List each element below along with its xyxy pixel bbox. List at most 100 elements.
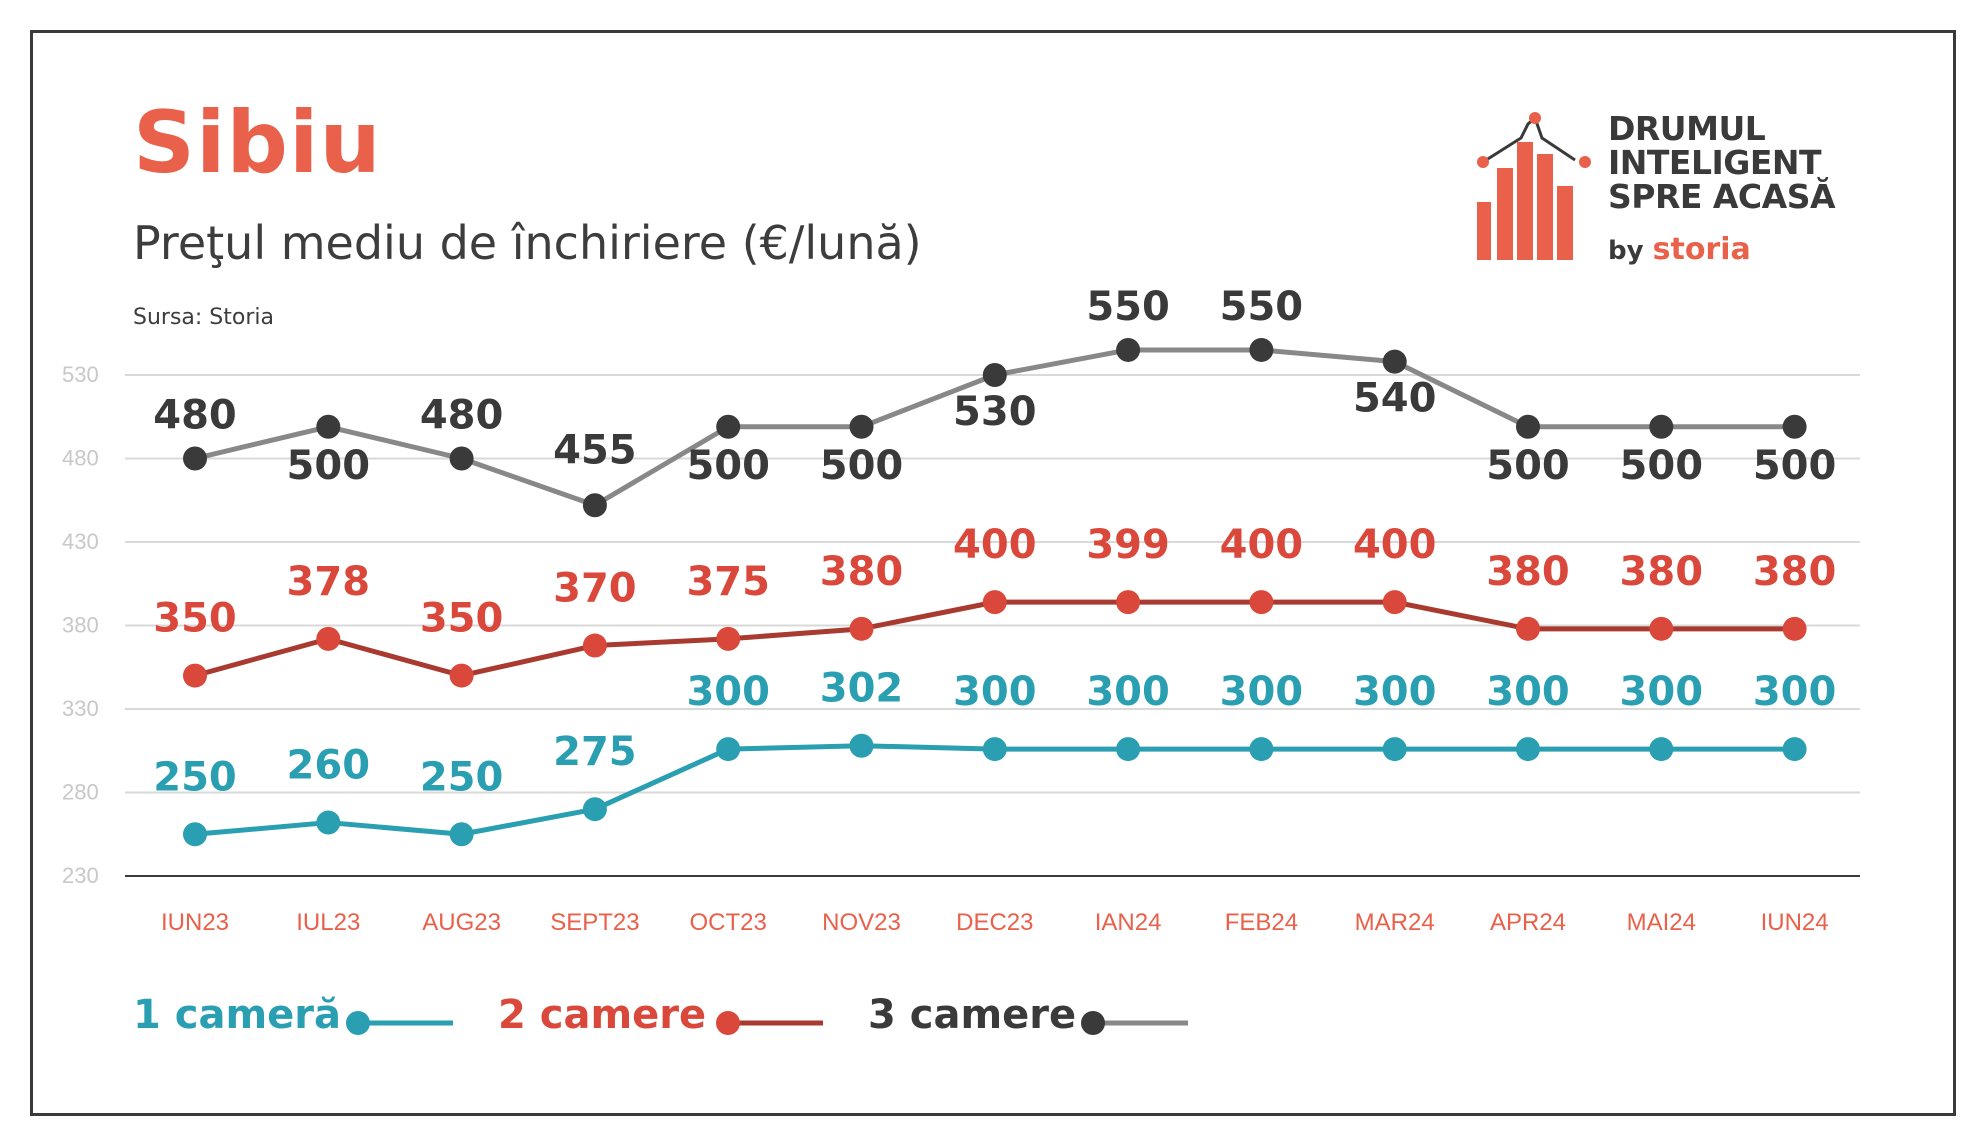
data-point xyxy=(1382,349,1407,374)
data-point xyxy=(582,797,607,822)
data-point xyxy=(449,822,474,847)
logo-line-3: SPRE ACASĂ xyxy=(1608,177,1836,216)
data-label: 300 xyxy=(1353,669,1437,715)
data-point xyxy=(1516,616,1540,641)
data-label: 370 xyxy=(553,566,637,612)
data-point xyxy=(183,446,207,471)
data-point xyxy=(1649,616,1674,641)
data-point xyxy=(1782,737,1807,762)
logo-wordmark: DRUMUL INTELIGENT SPRE ACASĂ xyxy=(1608,109,1836,216)
logo-line-1: DRUMUL xyxy=(1608,109,1766,148)
data-label: 480 xyxy=(420,393,504,439)
logo-by: by xyxy=(1608,236,1644,266)
data-label: 260 xyxy=(287,743,371,789)
data-label: 500 xyxy=(686,443,770,489)
x-tick-label: IUN23 xyxy=(161,909,229,936)
data-point xyxy=(1516,737,1540,762)
data-label: 550 xyxy=(1220,284,1304,330)
data-label: 275 xyxy=(553,729,637,775)
data-label: 300 xyxy=(1220,669,1304,715)
data-label: 530 xyxy=(953,389,1037,435)
legend-marker xyxy=(716,1011,740,1035)
data-label: 378 xyxy=(287,559,371,605)
data-point xyxy=(982,363,1007,387)
data-label: 300 xyxy=(1753,669,1837,715)
data-point xyxy=(1649,737,1674,762)
data-label: 400 xyxy=(1353,522,1437,568)
data-point xyxy=(1649,414,1674,439)
logo-line-2: INTELIGENT xyxy=(1608,143,1822,182)
y-tick-label: 230 xyxy=(62,863,99,888)
legend-1-camera: 1 cameră xyxy=(133,995,341,1035)
house-chart-logo-icon xyxy=(1477,112,1591,260)
chart-frame xyxy=(30,30,1956,1116)
data-label: 300 xyxy=(686,669,770,715)
data-label: 380 xyxy=(1753,549,1837,595)
data-point xyxy=(183,822,207,847)
legend-3-camere: 3 camere xyxy=(868,995,1076,1035)
x-tick-label: IUL23 xyxy=(296,909,360,936)
data-point xyxy=(183,663,207,688)
page-title: Sibiu xyxy=(133,93,382,193)
x-tick-label: MAR24 xyxy=(1355,909,1435,936)
data-label: 350 xyxy=(420,596,504,642)
data-label: 400 xyxy=(953,522,1037,568)
data-label: 500 xyxy=(820,443,904,489)
data-label: 500 xyxy=(1620,443,1704,489)
data-label: 380 xyxy=(1486,549,1570,595)
x-tick-label: OCT23 xyxy=(690,909,767,936)
data-point xyxy=(449,663,474,688)
data-point xyxy=(1382,590,1407,615)
data-label: 399 xyxy=(1086,522,1170,568)
data-point xyxy=(849,616,874,641)
data-point xyxy=(982,737,1007,762)
data-point xyxy=(1782,414,1807,439)
data-point xyxy=(1116,337,1141,362)
data-label: 250 xyxy=(153,754,237,800)
x-tick-label: APR24 xyxy=(1490,909,1566,936)
x-tick-label: NOV23 xyxy=(822,909,901,936)
data-label: 550 xyxy=(1086,284,1170,330)
logo-brand: storia xyxy=(1652,232,1751,267)
data-label: 480 xyxy=(153,393,237,439)
x-tick-label: AUG23 xyxy=(422,909,501,936)
logo-byline: by storia xyxy=(1608,232,1751,267)
data-point xyxy=(449,446,474,471)
y-tick-label: 330 xyxy=(62,696,99,721)
data-label: 400 xyxy=(1220,522,1304,568)
data-point xyxy=(716,626,741,651)
data-label: 300 xyxy=(953,669,1037,715)
data-point xyxy=(1516,414,1540,439)
data-point xyxy=(316,810,341,835)
x-tick-label: SEPT23 xyxy=(550,909,639,936)
chart-subtitle: Preţul mediu de închiriere (€/lună) xyxy=(133,216,922,270)
data-point xyxy=(316,414,341,439)
data-label: 380 xyxy=(820,549,904,595)
data-point xyxy=(1382,737,1407,762)
data-label: 500 xyxy=(1753,443,1837,489)
source-note: Sursa: Storia xyxy=(133,305,274,330)
data-point xyxy=(982,590,1007,615)
data-point xyxy=(1116,737,1141,762)
data-label: 300 xyxy=(1086,669,1170,715)
data-point xyxy=(716,737,741,762)
legend-2-camere: 2 camere xyxy=(498,995,706,1035)
y-tick-label: 480 xyxy=(62,446,99,471)
legend-label-3-camere: 3 camere xyxy=(868,992,1077,1038)
x-tick-label: MAI24 xyxy=(1627,909,1696,936)
data-label: 300 xyxy=(1620,669,1704,715)
data-point xyxy=(849,414,874,439)
data-point xyxy=(582,633,607,658)
data-label: 455 xyxy=(553,427,637,473)
data-point xyxy=(1782,616,1807,641)
data-label: 500 xyxy=(1486,443,1570,489)
data-label: 380 xyxy=(1620,549,1704,595)
data-label: 300 xyxy=(1486,669,1570,715)
data-label: 302 xyxy=(820,666,904,712)
legend-marker xyxy=(1081,1011,1105,1035)
data-point xyxy=(849,733,874,758)
y-tick-label: 380 xyxy=(62,613,99,638)
x-tick-label: FEB24 xyxy=(1225,909,1298,936)
data-point xyxy=(582,493,607,518)
